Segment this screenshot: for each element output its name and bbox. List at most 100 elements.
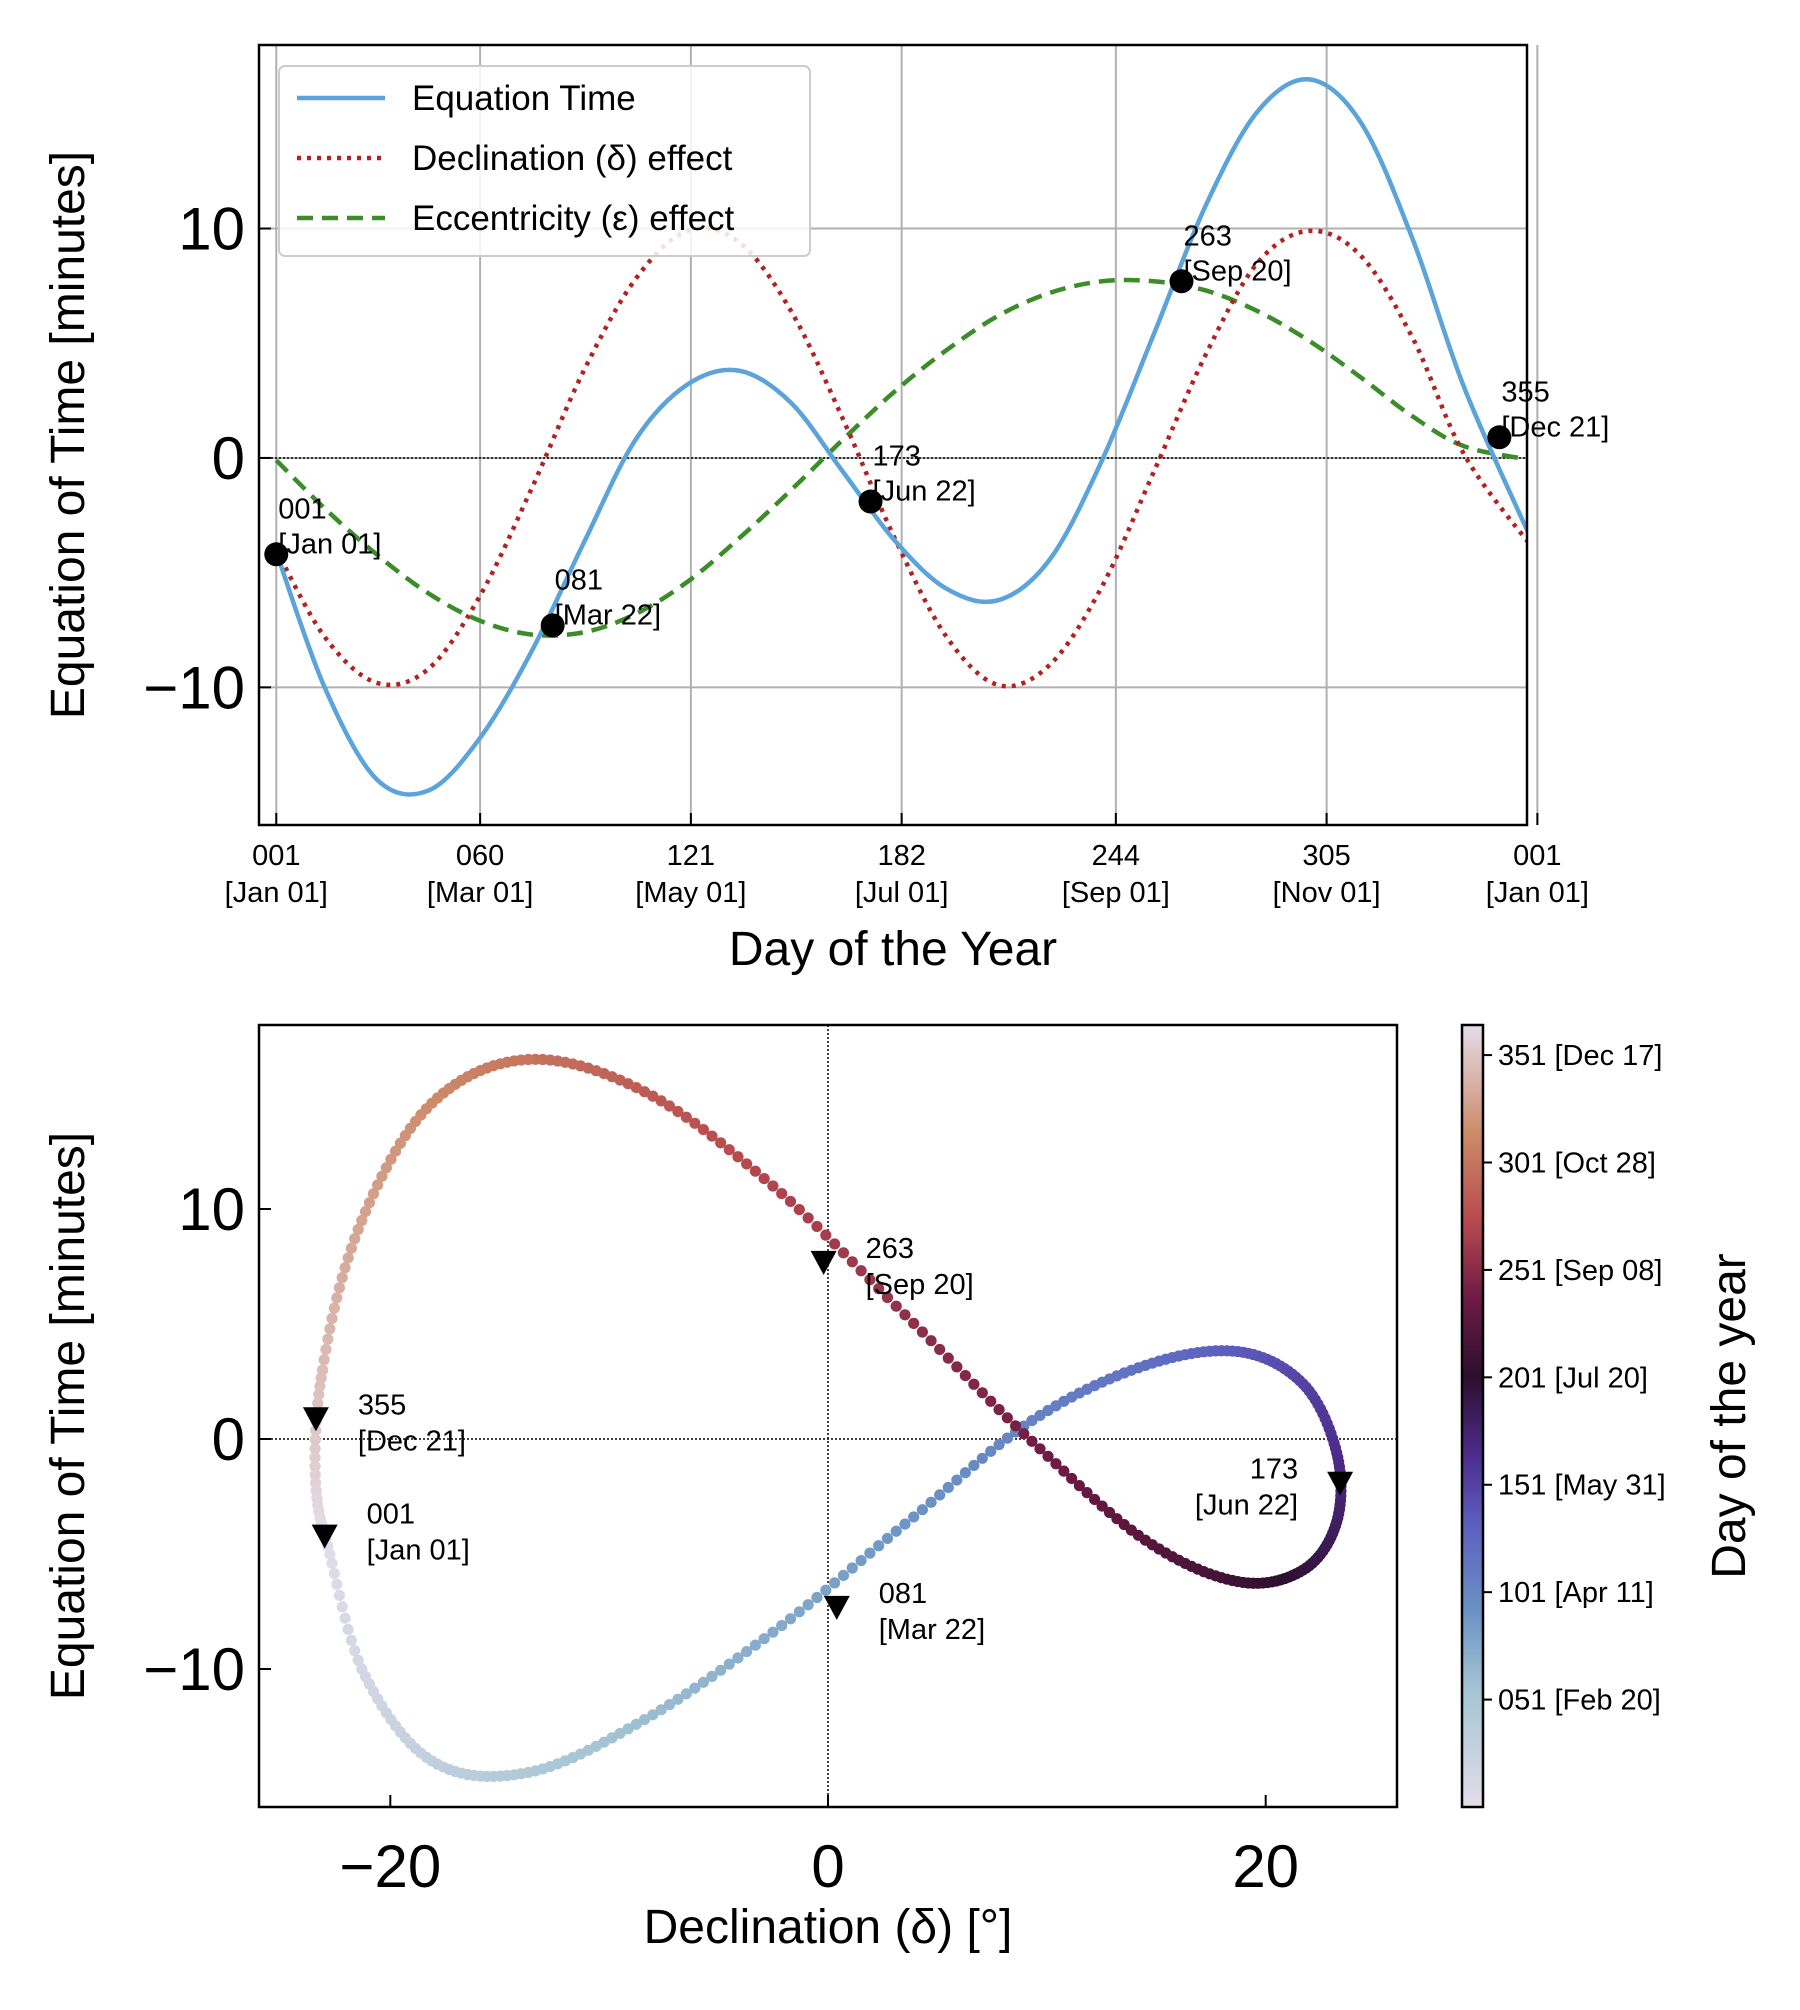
analemma-point	[881, 1291, 894, 1304]
analemma-point	[1026, 1415, 1038, 1427]
analemma-point	[758, 1633, 770, 1645]
analemma-point	[638, 1714, 651, 1726]
analemma-point	[647, 1090, 659, 1102]
analemma-point	[320, 1343, 332, 1356]
analemma-point	[331, 1578, 343, 1590]
analemma-point	[767, 1626, 779, 1638]
analemma-point	[663, 1100, 676, 1112]
analemma-point	[313, 1388, 325, 1401]
legend-label-2: Eccentricity (ε) effect	[412, 199, 735, 238]
analemma-point	[890, 1525, 902, 1537]
bottom-y-tick-label: 10	[178, 1176, 245, 1243]
analemma-point	[1096, 1500, 1108, 1512]
analemma-point	[1026, 1435, 1038, 1447]
analemma-point	[784, 1613, 797, 1625]
analemma-point	[672, 1105, 684, 1118]
top-x-tick-label: 182	[877, 840, 925, 872]
analemma-point	[846, 1256, 858, 1268]
bottom-x-tick-label: −20	[339, 1833, 441, 1900]
analemma-point	[349, 1645, 361, 1657]
colorbar-tick-label: 251 [Sep 08]	[1498, 1255, 1662, 1287]
analemma-point	[767, 1180, 779, 1192]
analemma-point	[647, 1709, 659, 1721]
analemma-point	[908, 1317, 920, 1329]
analemma-point	[1081, 1487, 1093, 1499]
top-marker-sublabel: [Dec 21]	[1501, 411, 1609, 443]
analemma-point	[312, 1397, 324, 1409]
analemma-point	[352, 1654, 364, 1666]
analemma-point	[732, 1151, 744, 1163]
analemma-point	[741, 1158, 753, 1170]
top-axes-frame	[257, 43, 1529, 827]
colorbar-tick-label: 101 [Apr 11]	[1498, 1577, 1654, 1609]
analemma-point	[342, 1252, 354, 1264]
analemma-point	[380, 1162, 392, 1174]
analemma-point	[899, 1518, 911, 1530]
bottom-marker-triangle	[302, 1407, 329, 1432]
colorbar	[1460, 1023, 1485, 1809]
analemma-point	[793, 1203, 805, 1216]
analemma-point	[793, 1606, 805, 1618]
bottom-marker-label: 173	[1250, 1454, 1298, 1486]
analemma-point	[776, 1187, 788, 1200]
bottom-axes-frame	[257, 1023, 1399, 1809]
analemma-point	[1001, 1432, 1013, 1444]
analemma-point	[326, 1557, 338, 1570]
colorbar-label: Day of the year	[1703, 1253, 1756, 1579]
analemma-point	[339, 1612, 351, 1624]
analemma-point	[1001, 1412, 1013, 1424]
analemma-point	[1042, 1450, 1054, 1462]
analemma-point	[881, 1532, 894, 1545]
analemma-point	[318, 1354, 330, 1366]
analemma-point	[1034, 1409, 1046, 1422]
top-marker-sublabel: [Mar 22]	[555, 599, 661, 631]
top-y-tick-label: −10	[143, 654, 245, 721]
top-x-tick-sublabel: [Mar 01]	[427, 877, 533, 909]
top-y-tick-label: 10	[178, 196, 245, 263]
bottom-y-tick-label: −10	[143, 1636, 245, 1703]
analemma-point	[309, 1460, 321, 1472]
analemma-point	[776, 1619, 788, 1632]
top-x-tick-sublabel: [Jul 01]	[855, 877, 949, 909]
bottom-marker-triangle	[311, 1524, 338, 1549]
analemma-point	[873, 1540, 885, 1552]
analemma-point	[802, 1599, 814, 1611]
analemma-point	[680, 1688, 692, 1700]
analemma-point	[829, 1238, 841, 1250]
top-marker-point	[1169, 269, 1194, 294]
analemma-point	[349, 1233, 361, 1245]
analemma-point	[309, 1451, 321, 1464]
top-y-tick-label: 0	[212, 425, 245, 492]
top-x-tick-label: 244	[1092, 840, 1140, 872]
analemma-point	[934, 1343, 946, 1356]
top-marker-label: 355	[1501, 376, 1549, 408]
analemma-point	[336, 1601, 348, 1613]
top-x-tick-label: 305	[1302, 840, 1350, 872]
analemma-point	[315, 1372, 327, 1384]
analemma-point	[655, 1095, 667, 1107]
analemma-point	[855, 1554, 867, 1567]
legend-label-0: Equation Time	[412, 79, 636, 118]
top-legend: Equation Time Declination (δ) effect Eccen…	[278, 65, 811, 257]
legend-label-1: Declination (δ) effect	[412, 139, 733, 178]
analemma-point	[333, 1282, 346, 1294]
bottom-marker-sublabel: [Jun 22]	[1195, 1490, 1298, 1522]
analemma-point	[811, 1591, 823, 1604]
analemma-point	[732, 1652, 744, 1664]
analemma-point	[993, 1404, 1005, 1416]
analemma-point	[697, 1123, 710, 1136]
analemma-point	[680, 1111, 692, 1123]
analemma-point	[855, 1265, 867, 1277]
analemma-point	[784, 1195, 797, 1208]
analemma-point	[993, 1439, 1005, 1451]
analemma-point	[706, 1670, 718, 1682]
bottom-marker-label: 001	[367, 1499, 415, 1531]
bottom-marker-sublabel: [Dec 21]	[358, 1425, 466, 1457]
top-marker-point	[1487, 425, 1512, 450]
analemma-point	[723, 1144, 735, 1156]
top-series-line-0	[274, 77, 1527, 797]
analemma-point	[372, 1179, 384, 1191]
analemma-point	[942, 1352, 954, 1364]
bottom-y-axis-label: Equation of Time [minutes]	[42, 1132, 95, 1700]
